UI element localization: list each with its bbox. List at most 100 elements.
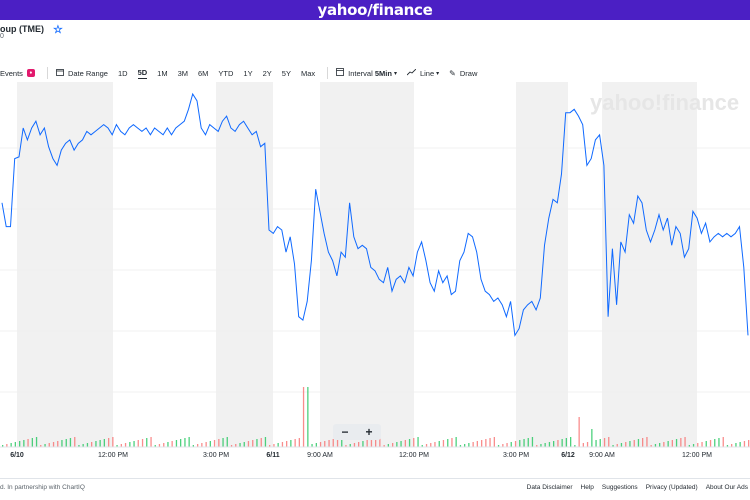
volume-bar	[82, 444, 84, 447]
volume-bar	[400, 441, 402, 447]
footer-link[interactable]: Suggestions	[601, 484, 638, 491]
chart-toolbar: Events ♦ Date Range 1D 5D 1M 3M 6M YTD 1Y 2Y 5Y M…	[0, 64, 750, 82]
date-range-button[interactable]: Date Range	[56, 68, 108, 78]
yahoo-finance-logo[interactable]: yahoo/finance	[317, 1, 432, 19]
range-tab-1y[interactable]: 1Y	[243, 68, 253, 78]
volume-bar	[235, 444, 237, 447]
toolbar-divider	[327, 67, 329, 79]
events-label: Events	[0, 68, 23, 78]
volume-bar	[654, 444, 657, 447]
volume-bar	[748, 440, 750, 447]
range-tab-1d[interactable]: 1D	[117, 68, 128, 78]
volume-bar	[447, 439, 449, 447]
volume-bar	[451, 438, 453, 447]
volume-bar	[375, 438, 377, 447]
ticker-subtitle: 0	[0, 33, 4, 40]
volume-bar	[739, 442, 741, 447]
volume-bar	[684, 437, 686, 447]
volume-bar	[188, 437, 190, 447]
volume-bar	[675, 439, 678, 447]
interval-dropdown[interactable]: Interval 5Min ▾	[336, 68, 397, 78]
range-tab-5d[interactable]: 5D	[137, 67, 148, 79]
ticker-name: oup (TME)	[0, 24, 44, 34]
volume-bar	[379, 437, 381, 447]
range-tab-2y[interactable]: 2Y	[262, 68, 272, 78]
zoom-in-button[interactable]: +	[365, 425, 373, 439]
volume-bar	[247, 441, 250, 447]
range-tab-6m[interactable]: 6M	[198, 68, 209, 78]
volume-bar	[481, 440, 483, 447]
volume-bar	[625, 442, 627, 447]
volume-bar	[502, 444, 504, 447]
volume-bar	[192, 445, 194, 447]
volume-bar	[620, 443, 623, 447]
volume-bar	[701, 442, 703, 447]
volume-bar	[243, 442, 245, 447]
x-axis-tick-label: 12:00 PM	[98, 452, 128, 459]
volume-bar	[112, 437, 114, 447]
range-tab-max[interactable]: Max	[300, 68, 316, 78]
volume-bar	[197, 444, 199, 447]
volume-bar	[86, 443, 89, 447]
volume-bar	[531, 437, 534, 447]
volume-bar	[383, 445, 385, 447]
volume-bar	[553, 441, 555, 447]
footer-link[interactable]: About Our Ads	[705, 484, 748, 491]
volume-bar	[633, 440, 635, 447]
range-tab-ytd[interactable]: YTD	[218, 68, 234, 78]
range-tab-1m[interactable]: 1M	[157, 68, 168, 78]
zoom-out-button[interactable]: −	[341, 425, 349, 439]
volume-bar	[158, 444, 161, 447]
volume-bar	[315, 443, 317, 447]
volume-bar	[417, 437, 419, 447]
volume-bar	[184, 438, 186, 447]
volume-bar	[430, 443, 432, 447]
volume-bar	[336, 438, 339, 447]
footer-link[interactable]: Help	[580, 484, 594, 491]
footer-link[interactable]: Data Disclaimer	[526, 484, 573, 491]
volume-bar	[345, 445, 347, 447]
volume-bar	[726, 445, 729, 447]
volume-bar	[74, 437, 76, 447]
volume-bar	[735, 443, 737, 447]
volume-bar	[27, 439, 29, 447]
range-tab-5y[interactable]: 5Y	[281, 68, 291, 78]
events-button[interactable]: Events ♦	[0, 69, 35, 78]
volume-bar	[209, 441, 211, 447]
volume-bar	[387, 444, 389, 447]
volume-bar	[281, 442, 284, 447]
volume-bar	[218, 439, 220, 447]
volume-bar	[226, 437, 228, 447]
x-axis-tick-label: 9:00 AM	[589, 452, 615, 459]
volume-bar	[180, 439, 182, 447]
x-axis-tick-label: 3:00 PM	[502, 452, 530, 459]
volume-bar	[595, 440, 597, 447]
range-tab-3m[interactable]: 3M	[177, 68, 188, 78]
volume-bar	[307, 387, 309, 447]
volume-bar	[260, 438, 262, 447]
volume-bar	[692, 444, 695, 447]
chart-gridlines	[0, 147, 750, 393]
session-shade	[17, 82, 113, 447]
volume-bar	[493, 437, 495, 447]
volume-bar	[40, 445, 42, 447]
volume-bar	[205, 442, 207, 447]
price-chart[interactable]: yahoo!finance	[0, 82, 750, 450]
draw-label: Draw	[459, 68, 478, 78]
volume-bar	[709, 440, 712, 447]
volume-bar	[680, 438, 682, 447]
volume-bar	[489, 438, 491, 447]
volume-bar	[116, 445, 118, 447]
volume-bar	[319, 442, 322, 447]
watchlist-star-icon[interactable]: ☆	[53, 23, 63, 36]
volume-bar	[311, 444, 313, 447]
draw-button[interactable]: ✎ Draw	[449, 69, 477, 78]
footer-link[interactable]: Privacy (Updated)	[645, 484, 698, 491]
volume-bar	[146, 438, 148, 447]
volume-bar	[438, 441, 440, 447]
volume-bar	[667, 441, 669, 447]
volume-bar	[548, 442, 551, 447]
chart-type-dropdown[interactable]: Line ▾	[406, 68, 439, 78]
volume-bar	[599, 439, 601, 447]
volume-bar	[396, 442, 398, 447]
